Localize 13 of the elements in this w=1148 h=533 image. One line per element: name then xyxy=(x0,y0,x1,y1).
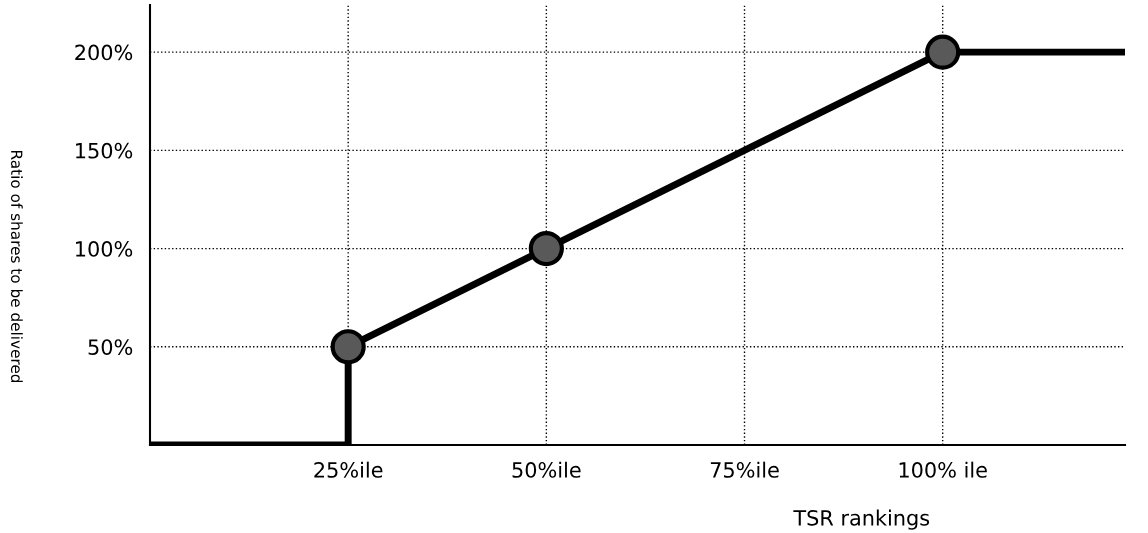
y-tick-label: 100% xyxy=(76,241,133,257)
y-tick-label: 50% xyxy=(88,339,133,355)
y-tick-label: 150% xyxy=(76,142,133,159)
x-tick-label: 100% ile xyxy=(899,461,987,478)
y-axis-title: Ratio of shares to be delivered xyxy=(10,150,23,383)
point xyxy=(925,34,961,70)
point xyxy=(330,329,366,365)
y-tick-label: 200% xyxy=(75,44,133,61)
x-tick-label: 75%ile xyxy=(710,461,779,478)
point xyxy=(528,230,564,267)
x-tick-label: 50%ile xyxy=(512,461,581,478)
x-tick-label: 25%ile xyxy=(314,461,383,478)
x-axis-title: TSR rankings xyxy=(793,509,930,530)
